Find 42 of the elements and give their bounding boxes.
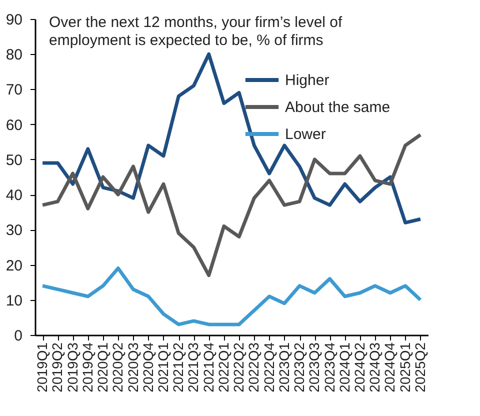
x-tick-label: 2024Q2 <box>351 342 368 392</box>
y-tick-label: 30 <box>6 222 22 240</box>
legend-label: About the same <box>285 99 390 116</box>
y-tick-label: 0 <box>14 328 22 344</box>
x-tick-label: 2019Q1 <box>34 342 50 392</box>
x-tick-label: 2023Q2 <box>291 342 308 392</box>
x-tick-label: 2021Q3 <box>185 342 202 392</box>
y-tick-label: 90 <box>6 12 22 28</box>
legend-label: Lower <box>285 126 326 143</box>
x-tick-label: 2021Q1 <box>154 342 171 392</box>
x-tick-label: 2022Q4 <box>260 342 277 392</box>
y-tick-label: 50 <box>6 152 22 169</box>
x-tick-label: 2023Q3 <box>306 342 322 392</box>
x-tick-label: 2020Q3 <box>124 342 141 392</box>
x-tick-label: 2020Q1 <box>94 342 111 392</box>
x-tick-label: 2019Q4 <box>79 342 96 392</box>
y-tick-label: 80 <box>6 46 22 64</box>
y-tick-label: 60 <box>6 116 22 134</box>
y-tick-label: 20 <box>6 257 22 274</box>
x-tick-label: 2019Q2 <box>49 342 66 392</box>
x-tick-label: 2025Q2 <box>412 342 428 392</box>
x-tick-label: 2020Q4 <box>140 342 156 392</box>
x-tick-label: 2024Q4 <box>382 342 398 392</box>
y-tick-label: 40 <box>6 187 22 204</box>
line-series <box>40 52 422 224</box>
x-tick-label: 2022Q2 <box>230 342 247 392</box>
x-tick-label: 2024Q3 <box>366 342 383 392</box>
x-tick-label: 2023Q4 <box>321 342 338 392</box>
chart-title: Over the next 12 months, your firm’s level of employment is expected to be, % of firms <box>49 14 344 49</box>
y-tick-label: 10 <box>6 292 22 310</box>
line-series <box>40 266 422 326</box>
x-tick-label: 2020Q2 <box>110 342 126 392</box>
x-tick-label: 2025Q1 <box>396 342 413 392</box>
legend-label: Higher <box>285 72 330 89</box>
x-tick-label: 2021Q4 <box>200 342 216 392</box>
x-tick-label: 2019Q3 <box>64 342 80 392</box>
x-tick-label: 2022Q1 <box>215 342 232 392</box>
x-tick-label: 2021Q2 <box>170 342 186 392</box>
y-tick-label: 70 <box>6 82 22 99</box>
x-tick-label: 2022Q3 <box>246 342 262 392</box>
x-tick-label: 2024Q1 <box>336 342 352 392</box>
x-tick-label: 2023Q1 <box>276 342 292 392</box>
